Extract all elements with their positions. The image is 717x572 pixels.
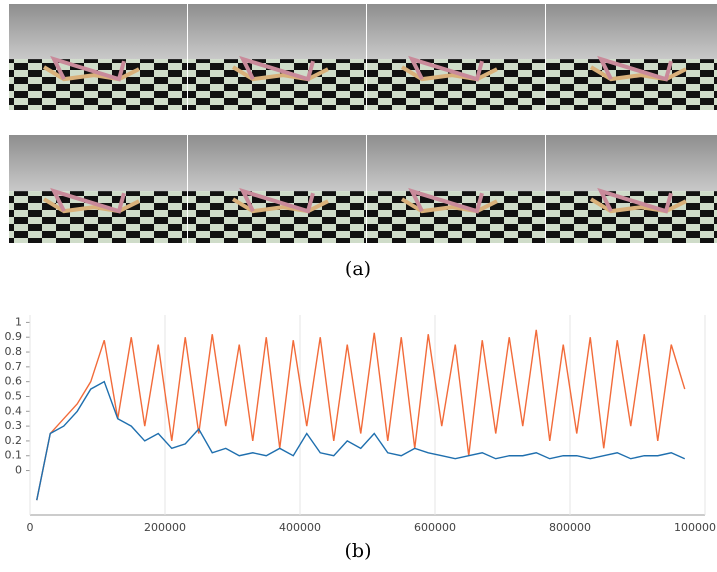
floor [9,191,187,243]
y-tick-label: 0.1 [5,449,23,462]
robot [42,65,140,82]
caption: (a) [345,258,371,280]
robot [231,197,329,214]
y-tick-label: 0.9 [5,330,23,343]
x-tick-label: 800000 [549,521,591,534]
y-tick-label: 0.4 [5,404,23,417]
sky [9,4,187,60]
robot-leg [239,55,315,82]
robot-leg [50,55,126,82]
sky [546,4,717,60]
robot-leg [597,187,673,214]
sky [188,135,366,192]
floor [9,59,187,110]
x-tick-label: 100000 [674,521,716,534]
sky [188,4,366,60]
robot [589,197,687,214]
robot [400,65,498,82]
x-tick-label: 200000 [144,521,186,534]
robot [400,197,498,214]
y-tick-label: 0.7 [5,360,23,373]
floor [188,59,366,110]
robot-leg [597,55,673,82]
x-tick-label: 400000 [279,521,321,534]
robot-leg [50,187,126,214]
robot [42,197,140,214]
simulation-frames [9,4,717,243]
floor [188,191,366,243]
series-line [36,329,686,501]
sky [546,135,717,192]
floor [367,59,545,110]
series-line [36,380,686,501]
sky [9,135,187,192]
x-tick-label: 0 [27,521,34,534]
y-tick-label: 0.2 [5,434,23,447]
y-tick-label: 1 [15,315,22,328]
caption: (b) [345,540,372,562]
y-tick-label: 0.5 [5,389,23,402]
y-tick-label: 0.3 [5,419,23,432]
robot-leg [239,187,315,214]
y-tick-label: 0.8 [5,345,23,358]
sky [367,135,545,192]
floor [367,191,545,243]
robot-leg [408,187,484,214]
x-tick-label: 600000 [414,521,456,534]
robot [231,65,329,82]
y-tick-label: 0.6 [5,375,23,388]
robot [589,65,687,82]
robot-leg [408,55,484,82]
sky [367,4,545,60]
y-tick-label: 0 [15,464,22,477]
